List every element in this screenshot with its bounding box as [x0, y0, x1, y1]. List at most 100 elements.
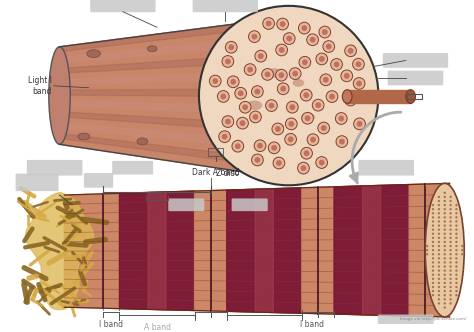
- Circle shape: [444, 233, 446, 235]
- Circle shape: [432, 282, 434, 284]
- Ellipse shape: [147, 46, 157, 52]
- Polygon shape: [210, 190, 227, 311]
- Circle shape: [455, 249, 457, 251]
- Circle shape: [228, 76, 239, 88]
- Circle shape: [426, 245, 428, 247]
- Circle shape: [301, 25, 307, 31]
- Circle shape: [329, 94, 335, 100]
- Circle shape: [290, 104, 295, 110]
- Circle shape: [449, 294, 452, 296]
- Circle shape: [271, 145, 277, 151]
- Polygon shape: [334, 185, 409, 316]
- Circle shape: [303, 92, 309, 98]
- Circle shape: [455, 278, 457, 280]
- Circle shape: [455, 265, 457, 268]
- Circle shape: [280, 21, 285, 27]
- Polygon shape: [148, 192, 166, 310]
- Circle shape: [302, 113, 313, 124]
- Circle shape: [356, 81, 362, 86]
- Circle shape: [299, 56, 311, 68]
- Circle shape: [331, 58, 342, 70]
- Circle shape: [321, 125, 327, 131]
- Circle shape: [286, 36, 292, 42]
- Circle shape: [255, 157, 260, 163]
- Circle shape: [315, 102, 321, 108]
- Circle shape: [341, 70, 353, 82]
- Circle shape: [285, 118, 297, 130]
- Circle shape: [254, 140, 266, 152]
- Polygon shape: [318, 187, 334, 314]
- Circle shape: [449, 249, 452, 251]
- Circle shape: [438, 302, 440, 304]
- Polygon shape: [60, 89, 255, 97]
- Circle shape: [444, 212, 446, 214]
- Ellipse shape: [265, 68, 283, 78]
- Circle shape: [244, 64, 256, 75]
- Circle shape: [455, 257, 457, 260]
- Circle shape: [455, 233, 457, 235]
- Circle shape: [455, 208, 457, 210]
- Circle shape: [283, 33, 295, 44]
- Circle shape: [432, 257, 434, 260]
- Circle shape: [455, 228, 457, 231]
- Circle shape: [455, 294, 457, 296]
- Circle shape: [444, 204, 446, 206]
- Circle shape: [323, 77, 328, 83]
- Ellipse shape: [342, 90, 352, 103]
- Circle shape: [299, 22, 310, 34]
- Circle shape: [449, 265, 452, 268]
- Circle shape: [288, 136, 293, 142]
- Circle shape: [272, 123, 283, 135]
- Circle shape: [286, 101, 298, 113]
- Circle shape: [438, 200, 440, 202]
- Circle shape: [444, 270, 446, 272]
- Circle shape: [444, 298, 446, 300]
- Polygon shape: [409, 184, 425, 316]
- Circle shape: [455, 270, 457, 272]
- Circle shape: [444, 306, 446, 309]
- Circle shape: [444, 192, 446, 194]
- Polygon shape: [60, 55, 255, 73]
- Circle shape: [444, 220, 446, 223]
- Circle shape: [336, 136, 348, 147]
- Polygon shape: [25, 193, 93, 310]
- Circle shape: [432, 294, 434, 296]
- Circle shape: [455, 282, 457, 284]
- Circle shape: [455, 220, 457, 223]
- Circle shape: [444, 282, 446, 284]
- Circle shape: [354, 118, 365, 130]
- Circle shape: [444, 302, 446, 304]
- Circle shape: [326, 43, 332, 49]
- Circle shape: [455, 224, 457, 227]
- Circle shape: [438, 278, 440, 280]
- Circle shape: [455, 216, 457, 218]
- Circle shape: [353, 58, 365, 70]
- Circle shape: [302, 59, 308, 65]
- Circle shape: [242, 104, 248, 110]
- Circle shape: [432, 204, 434, 206]
- Polygon shape: [60, 112, 255, 130]
- Ellipse shape: [425, 183, 464, 317]
- Circle shape: [449, 233, 452, 235]
- FancyBboxPatch shape: [192, 0, 258, 12]
- Circle shape: [320, 74, 332, 86]
- Circle shape: [432, 253, 434, 255]
- Circle shape: [449, 286, 452, 288]
- Circle shape: [438, 261, 440, 264]
- Polygon shape: [60, 101, 255, 114]
- FancyBboxPatch shape: [27, 160, 82, 176]
- Circle shape: [438, 204, 440, 206]
- Circle shape: [444, 245, 446, 247]
- Circle shape: [432, 278, 434, 280]
- Circle shape: [426, 249, 428, 251]
- Circle shape: [248, 31, 260, 42]
- Circle shape: [438, 216, 440, 218]
- Circle shape: [319, 160, 325, 165]
- Circle shape: [426, 253, 428, 255]
- Circle shape: [432, 261, 434, 264]
- Circle shape: [345, 45, 356, 57]
- Circle shape: [432, 220, 434, 223]
- Circle shape: [449, 270, 452, 272]
- Circle shape: [239, 101, 251, 113]
- Circle shape: [449, 196, 452, 198]
